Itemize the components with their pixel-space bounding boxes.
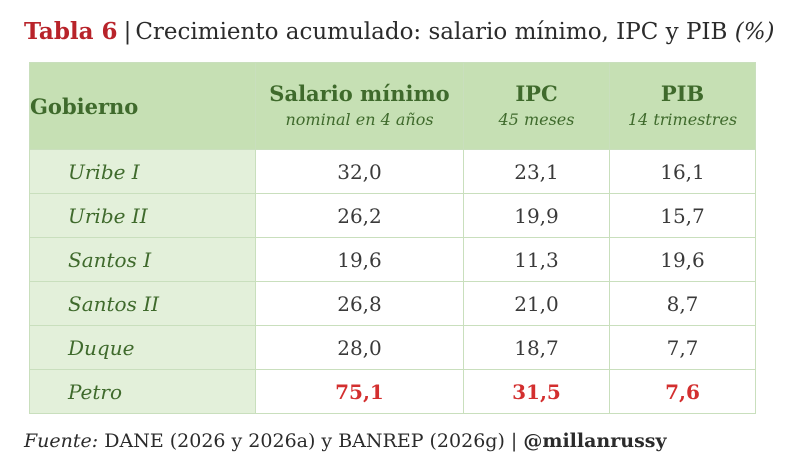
table-title: Tabla 6 | Crecimiento acumulado: salario m… <box>24 14 775 50</box>
author-handle: @millanrussy <box>523 430 667 452</box>
cell-gobierno: Petro <box>29 369 256 414</box>
cell-pib: 7,7 <box>609 325 756 370</box>
cell-ipc: 11,3 <box>463 237 610 282</box>
cell-pib: 16,1 <box>609 149 756 194</box>
header-gobierno: Gobierno <box>29 62 256 150</box>
table-row: Duque 28,0 18,7 7,7 <box>29 325 756 370</box>
cell-pib: 8,7 <box>609 281 756 326</box>
header-salario-sub: nominal en 4 años <box>285 110 434 129</box>
table-row: Uribe I 32,0 23,1 16,1 <box>29 149 756 194</box>
cell-gobierno: Uribe II <box>29 193 256 238</box>
cell-ipc: 31,5 <box>463 369 610 414</box>
cell-salario: 32,0 <box>255 149 464 194</box>
cell-ipc: 19,9 <box>463 193 610 238</box>
table-row: Santos I 19,6 11,3 19,6 <box>29 237 756 282</box>
table-title-text: Crecimiento acumulado: salario mínimo, I… <box>135 19 728 45</box>
cell-ipc: 23,1 <box>463 149 610 194</box>
source-text: DANE (2026 y 2026a) y BANREP (2026g) | <box>104 430 518 452</box>
table-title-unit: (%) <box>734 19 775 45</box>
header-gobierno-label: Gobierno <box>30 93 139 119</box>
header-ipc: IPC 45 meses <box>463 62 610 150</box>
cell-gobierno: Santos II <box>29 281 256 326</box>
cell-ipc: 18,7 <box>463 325 610 370</box>
table-row: Santos II 26,8 21,0 8,7 <box>29 281 756 326</box>
header-salario: Salario mínimo nominal en 4 años <box>255 62 464 150</box>
cell-ipc: 21,0 <box>463 281 610 326</box>
header-pib: PIB 14 trimestres <box>609 62 756 150</box>
cell-salario: 26,2 <box>255 193 464 238</box>
source-note: Fuente: DANE (2026 y 2026a) y BANREP (20… <box>24 426 667 456</box>
cell-salario: 28,0 <box>255 325 464 370</box>
cell-pib: 7,6 <box>609 369 756 414</box>
table-row: Uribe II 26,2 19,9 15,7 <box>29 193 756 238</box>
cell-pib: 19,6 <box>609 237 756 282</box>
table-header-row: Gobierno Salario mínimo nominal en 4 año… <box>29 62 756 150</box>
cell-gobierno: Uribe I <box>29 149 256 194</box>
cell-salario: 19,6 <box>255 237 464 282</box>
header-pib-label: PIB <box>660 81 705 106</box>
header-ipc-sub: 45 meses <box>498 110 575 129</box>
source-prefix: Fuente: <box>24 430 99 452</box>
cell-gobierno: Duque <box>29 325 256 370</box>
cell-salario: 26,8 <box>255 281 464 326</box>
cell-pib: 15,7 <box>609 193 756 238</box>
title-separator: | <box>123 19 132 45</box>
cell-gobierno: Santos I <box>29 237 256 282</box>
table-number-label: Tabla 6 <box>24 18 118 45</box>
cell-salario: 75,1 <box>255 369 464 414</box>
growth-table: Gobierno Salario mínimo nominal en 4 año… <box>29 62 756 414</box>
header-pib-sub: 14 trimestres <box>627 110 738 129</box>
table-row-highlighted: Petro 75,1 31,5 7,6 <box>29 369 756 414</box>
header-ipc-label: IPC <box>515 81 558 106</box>
header-salario-label: Salario mínimo <box>269 81 450 106</box>
